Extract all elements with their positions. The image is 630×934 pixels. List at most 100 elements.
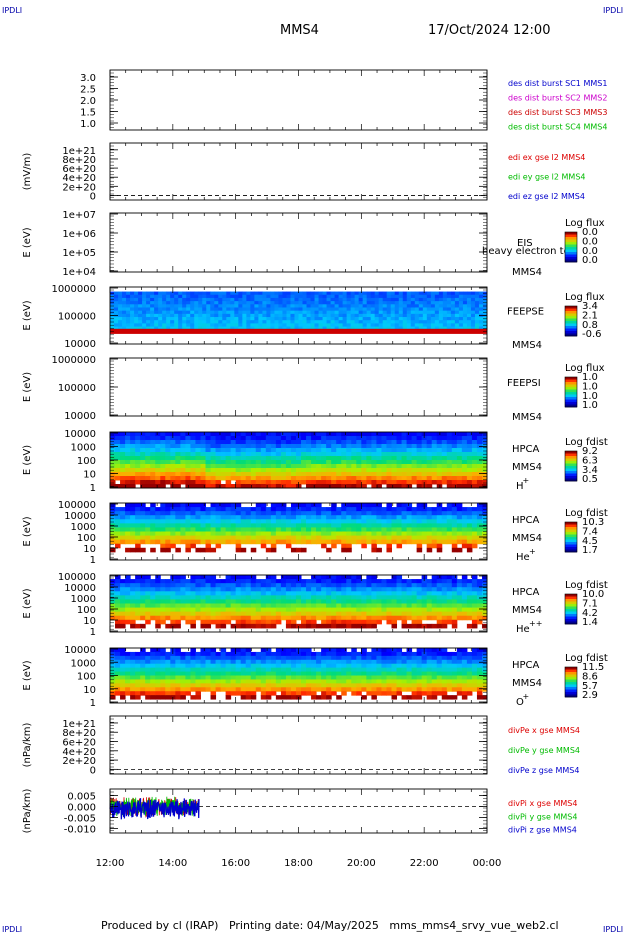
heatmap-cell (431, 472, 438, 477)
heatmap-cell (426, 432, 433, 437)
heatmap-cell (125, 575, 131, 580)
heatmap-cell (290, 623, 297, 629)
heatmap-cell (336, 595, 342, 600)
heatmap-cell (138, 294, 143, 299)
heatmap-cell (110, 583, 116, 588)
heatmap-cell (366, 480, 372, 485)
heatmap-cell (140, 531, 146, 537)
heatmap-cell (155, 683, 161, 688)
heatmap-cell (322, 291, 328, 296)
heatmap-cell (411, 583, 418, 588)
heatmap-cell (170, 579, 176, 584)
heatmap-cell (200, 599, 207, 604)
heatmap-cell (182, 310, 187, 315)
heatmap-cell (290, 519, 297, 524)
heatmap-cell (436, 436, 443, 441)
heatmap-cell (225, 464, 232, 469)
heatmap-cell (342, 294, 348, 299)
heatmap-cell (210, 484, 217, 489)
heatmap-cell (280, 448, 287, 453)
heatmap-cell (270, 464, 277, 469)
heatmap-cell (422, 313, 428, 318)
heatmap-cell (314, 320, 320, 324)
heatmap-cell (311, 468, 317, 473)
heatmap-cell (170, 539, 176, 545)
heatmap-cell (456, 527, 463, 532)
heatmap-cell (180, 575, 186, 580)
heatmap-cell (481, 539, 488, 545)
heatmap-cell (255, 464, 262, 469)
y-tick-label: 1.0 (80, 119, 96, 130)
heatmap-cell (418, 294, 424, 299)
heatmap-cell (240, 444, 247, 449)
heatmap-cell (195, 603, 201, 609)
heatmap-cell (250, 484, 257, 489)
heatmap-cell (431, 448, 438, 453)
instrument-label: HPCA (512, 587, 540, 598)
heatmap-cell (446, 432, 453, 437)
heatmap-cell (406, 448, 413, 453)
heatmap-cell (350, 326, 356, 331)
heatmap-cell (275, 599, 282, 604)
heatmap-cell (478, 297, 484, 302)
heatmap-cell (265, 599, 272, 604)
heatmap-cell (285, 484, 292, 489)
heatmap-cell (456, 472, 463, 477)
heatmap-cell (451, 432, 458, 437)
heatmap-cell (145, 583, 151, 588)
heatmap-cell (421, 448, 428, 453)
heatmap-cell (411, 611, 418, 617)
heatmap-cell (398, 301, 404, 305)
heatmap-cell (230, 611, 237, 617)
heatmap-cell (206, 307, 211, 312)
heatmap-cell (135, 659, 141, 665)
colorbar-tick-label: 7.4 (582, 526, 598, 537)
heatmap-cell (381, 531, 387, 537)
heatmap-cell (471, 519, 478, 524)
heatmap-cell (145, 607, 151, 613)
heatmap-cell (220, 472, 227, 477)
heatmap-cell (411, 515, 418, 520)
heatmap-cell (155, 484, 161, 489)
heatmap-cell (356, 623, 362, 629)
heatmap-cell (386, 591, 392, 596)
heatmap-cell (122, 323, 127, 328)
heatmap-cell (122, 304, 127, 308)
heatmap-cell (150, 687, 156, 692)
heatmap-cell (382, 297, 388, 302)
heatmap-cell (165, 591, 171, 596)
heatmap-cell (270, 523, 277, 528)
heatmap-cell (280, 519, 287, 524)
heatmap-cell (115, 683, 121, 688)
heatmap-cell (321, 519, 327, 524)
spacecraft-label: MMS4 (512, 605, 542, 616)
heatmap-cell (250, 304, 255, 308)
heatmap-cell (461, 611, 468, 617)
heatmap-cell (234, 323, 239, 328)
heatmap-cell (215, 484, 222, 489)
heatmap-cell (175, 619, 181, 625)
heatmap-cell (155, 611, 161, 617)
colorbar-tick-label: 0.0 (582, 236, 598, 247)
heatmap-cell (155, 583, 161, 588)
heatmap-cell (110, 683, 116, 688)
heatmap-cell (351, 615, 357, 621)
heatmap-cell (180, 615, 186, 621)
colorbar-tick-label: 6.3 (582, 455, 598, 466)
heatmap-cell (376, 460, 382, 465)
heatmap-cell (186, 326, 191, 331)
heatmap-cell (426, 587, 433, 592)
heatmap-cell (438, 326, 444, 331)
heatmap-cell (302, 310, 308, 315)
heatmap-cell (240, 527, 247, 532)
heatmap-cell (336, 535, 342, 541)
heatmap-cell (351, 484, 357, 489)
heatmap-cell (118, 307, 123, 312)
heatmap-cell (356, 539, 362, 545)
heatmap-cell (255, 579, 262, 584)
heatmap-cell (140, 595, 146, 600)
heatmap-cell (266, 307, 271, 312)
heatmap-cell (471, 444, 478, 449)
heatmap-cell (426, 460, 433, 465)
heatmap-cell (401, 523, 408, 528)
